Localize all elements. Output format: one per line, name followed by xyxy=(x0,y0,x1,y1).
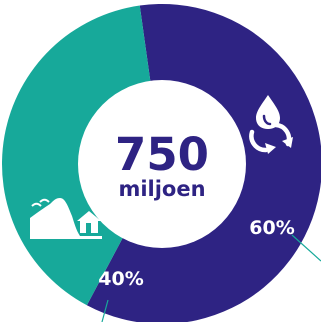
center-value: 750 xyxy=(115,128,209,181)
slice-label-40: 40% xyxy=(98,268,143,290)
leader-line-40 xyxy=(101,299,109,322)
dune-house-icon xyxy=(30,198,102,239)
leader-line-60 xyxy=(291,234,321,262)
slice-label-60: 60% xyxy=(249,217,294,239)
donut-hole xyxy=(78,80,246,248)
water-recycle-icon xyxy=(249,95,293,154)
center-unit: miljoen xyxy=(118,177,205,201)
